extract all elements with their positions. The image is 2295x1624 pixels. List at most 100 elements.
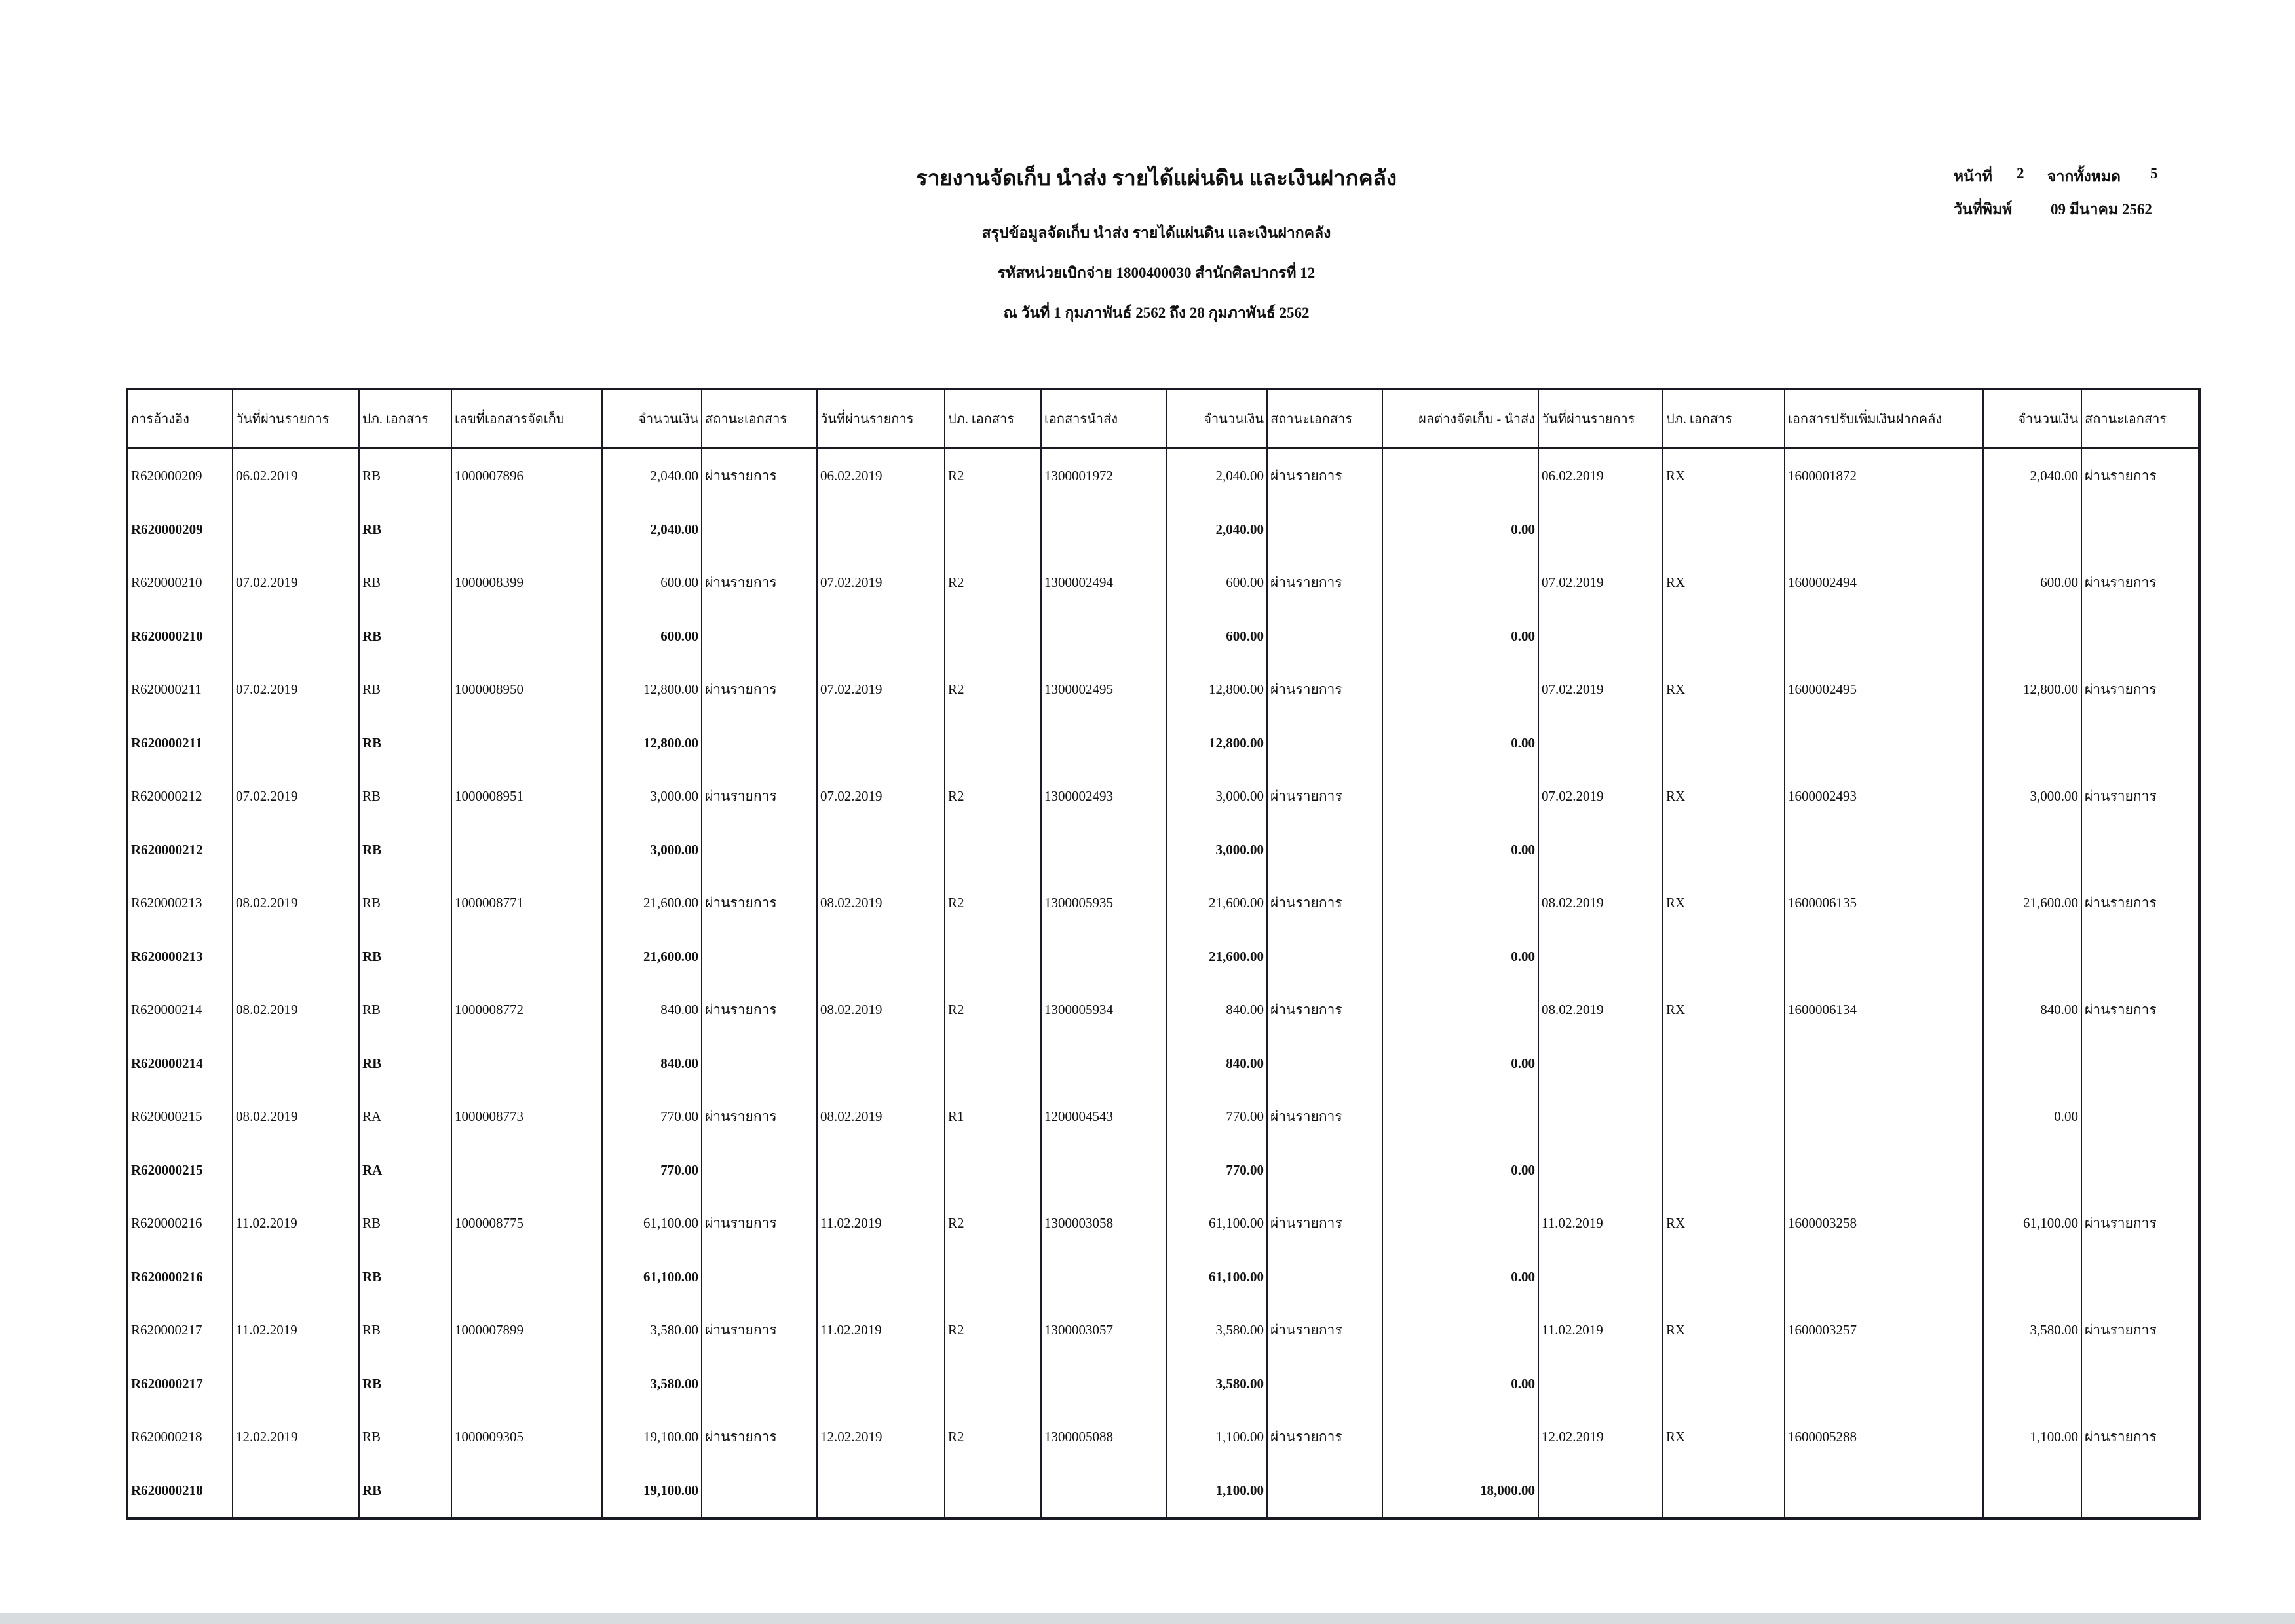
cell-doc-status: ผ่านรายการ (701, 663, 818, 717)
table-row: R620000213 08.02.2019 RB 1000008771 21,600.0… (126, 877, 2200, 930)
cell-collection-remittance-diff (1382, 1197, 1539, 1251)
cell-doc-type: RB (358, 1410, 452, 1464)
cell-posting-date: 08.02.2019 (816, 877, 945, 930)
cell-posting-date (1538, 823, 1663, 877)
cell-doc-status: ผ่านรายการ (2081, 983, 2200, 1037)
cell-reference: R620000212 (126, 823, 233, 877)
cell-deposit-adjust-doc (1784, 930, 1984, 983)
cell-posting-date: 07.02.2019 (1538, 770, 1663, 823)
cell-collection-doc-no (451, 1143, 603, 1197)
cell-reference: R620000218 (126, 1410, 233, 1464)
cell-doc-type (944, 1463, 1042, 1519)
cell-amount: 600.00 (1166, 556, 1268, 610)
cell-posting-date: 07.02.2019 (816, 770, 945, 823)
cell-doc-status: ผ่านรายการ (2081, 1304, 2200, 1357)
cell-doc-status: ผ่านรายการ (701, 448, 818, 503)
cell-amount (1982, 1143, 2082, 1197)
cell-doc-status: ผ่านรายการ (701, 770, 818, 823)
cell-remittance-doc (1040, 609, 1167, 663)
cell-doc-status: ผ่านรายการ (1266, 448, 1383, 503)
cell-remittance-doc: 1300005934 (1040, 983, 1167, 1037)
cell-doc-type: RB (358, 1197, 452, 1251)
cell-doc-type: RB (358, 930, 452, 983)
column-header-doc-status: สถานะเอกสาร (1266, 389, 1383, 449)
cell-amount: 770.00 (601, 1143, 702, 1197)
cell-remittance-doc: 1300005088 (1040, 1410, 1167, 1464)
cell-amount: 2,040.00 (601, 448, 702, 503)
subtotal-row: R620000215 RA 770.00 770.00 0.00 (126, 1143, 2200, 1197)
cell-remittance-doc (1040, 1463, 1167, 1519)
report-title: รายงานจัดเก็บ นำส่ง รายได้แผ่นดิน และเงิ… (915, 167, 1397, 191)
cell-posting-date (816, 823, 945, 877)
cell-posting-date (816, 609, 945, 663)
subtotal-row: R620000210 RB 600.00 600.00 0.00 (126, 609, 2200, 663)
cell-doc-type (1662, 1250, 1785, 1304)
column-header-remittance-doc: เอกสารนำส่ง (1040, 389, 1167, 449)
cell-collection-doc-no: 1000008771 (451, 877, 603, 930)
cell-collection-remittance-diff: 0.00 (1382, 502, 1539, 556)
cell-remittance-doc: 1300005935 (1040, 877, 1167, 930)
cell-amount: 600.00 (601, 556, 702, 610)
cell-doc-status (1266, 823, 1383, 877)
cell-doc-type (944, 609, 1042, 663)
cell-doc-status: ผ่านรายการ (1266, 556, 1383, 610)
cell-deposit-adjust-doc (1784, 1143, 1984, 1197)
column-header-reference: การอ้างอิง (126, 389, 233, 449)
cell-doc-type: RX (1662, 1410, 1785, 1464)
cell-posting-date: 06.02.2019 (816, 448, 945, 503)
table-row: R620000210 07.02.2019 RB 1000008399 600.00 ผ่… (126, 556, 2200, 610)
cell-collection-remittance-diff (1382, 556, 1539, 610)
cell-doc-status: ผ่านรายการ (701, 877, 818, 930)
cell-posting-date: 07.02.2019 (232, 770, 360, 823)
cell-posting-date: 06.02.2019 (1538, 448, 1663, 503)
cell-doc-status: ผ่านรายการ (1266, 1304, 1383, 1357)
cell-reference: R620000217 (126, 1304, 233, 1357)
cell-posting-date (1538, 930, 1663, 983)
cell-doc-type: R2 (944, 983, 1042, 1037)
cell-doc-type: RX (1662, 1197, 1785, 1251)
cell-posting-date (1538, 609, 1663, 663)
cell-amount: 2,040.00 (1166, 502, 1268, 556)
page-number: 2 (2017, 165, 2024, 181)
cell-amount: 12,800.00 (1166, 663, 1268, 717)
cell-collection-doc-no: 1000008950 (451, 663, 603, 717)
cell-amount (1982, 1357, 2082, 1410)
print-date: 09 มีนาคม 2562 (2051, 201, 2152, 217)
cell-amount: 600.00 (601, 609, 702, 663)
cell-doc-type: RB (358, 1357, 452, 1410)
cell-deposit-adjust-doc (1784, 1090, 1984, 1144)
cell-posting-date (1538, 1463, 1663, 1519)
cell-posting-date (232, 1357, 360, 1410)
cell-deposit-adjust-doc (1784, 1036, 1984, 1090)
cell-doc-status: ผ่านรายการ (2081, 770, 2200, 823)
cell-doc-status (701, 1036, 818, 1090)
cell-doc-type: R2 (944, 877, 1042, 930)
cell-posting-date (816, 716, 945, 770)
cell-collection-remittance-diff (1382, 448, 1539, 503)
cell-doc-status (701, 823, 818, 877)
cell-collection-remittance-diff: 0.00 (1382, 823, 1539, 877)
subtotal-row: R620000216 RB 61,100.00 61,100.00 0.00 (126, 1250, 2200, 1304)
cell-doc-status: ผ่านรายการ (2081, 1410, 2200, 1464)
cell-remittance-doc (1040, 823, 1167, 877)
subtotal-row: R620000212 RB 3,000.00 3,000.00 0.00 (126, 823, 2200, 877)
cell-amount (1982, 609, 2082, 663)
cell-deposit-adjust-doc: 1600006134 (1784, 983, 1984, 1037)
cell-doc-status (2081, 716, 2200, 770)
cell-doc-status (701, 502, 818, 556)
cell-reference: R620000209 (126, 448, 233, 503)
cell-amount: 12,800.00 (1166, 716, 1268, 770)
report-period: ณ วันที่ 1 กุมภาพันธ์ 2562 ถึง 28 กุมภาพ… (1003, 305, 1310, 321)
cell-amount: 0.00 (1982, 1090, 2082, 1144)
cell-posting-date: 07.02.2019 (232, 556, 360, 610)
cell-doc-status (1266, 609, 1383, 663)
cell-doc-type: RB (358, 1304, 452, 1357)
cell-doc-status: ผ่านรายการ (701, 1410, 818, 1464)
cell-remittance-doc: 1300002495 (1040, 663, 1167, 717)
cell-reference: R620000216 (126, 1250, 233, 1304)
cell-posting-date (232, 1463, 360, 1519)
cell-collection-doc-no (451, 609, 603, 663)
cell-posting-date (232, 823, 360, 877)
print-date-label: วันที่พิมพ์ (1954, 201, 2013, 217)
cell-doc-type (1662, 1143, 1785, 1197)
